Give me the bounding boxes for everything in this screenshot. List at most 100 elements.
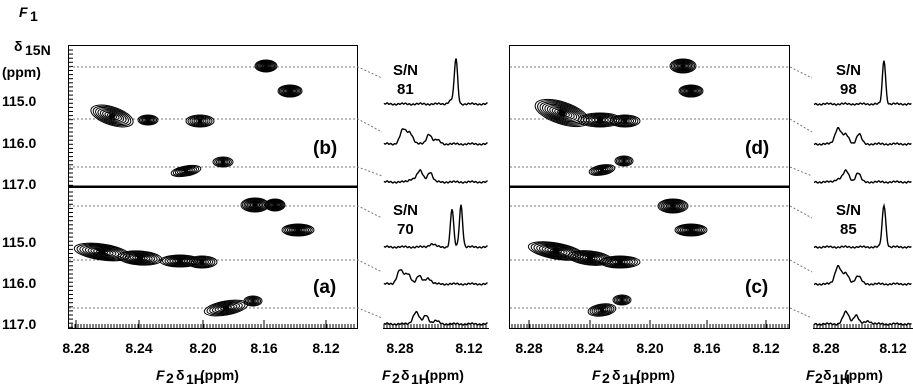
contour-peak bbox=[678, 84, 704, 98]
panel-label-d: (d) bbox=[745, 138, 769, 159]
svg-text:F: F bbox=[382, 367, 391, 383]
svg-text:F: F bbox=[156, 367, 165, 383]
contour-peak bbox=[587, 303, 617, 317]
contour-peak bbox=[281, 223, 315, 237]
contour-peaks bbox=[73, 58, 708, 317]
slice-tick-label: 8.28 bbox=[812, 340, 839, 356]
svg-text:δ: δ bbox=[401, 367, 410, 383]
contour-peak bbox=[117, 250, 163, 266]
contour-peak bbox=[90, 104, 134, 128]
contour-peak bbox=[170, 164, 202, 178]
sn-value-b: 81 bbox=[397, 81, 414, 98]
slice-trace bbox=[813, 60, 912, 106]
contour-peak bbox=[185, 114, 215, 128]
svg-text:8.20: 8.20 bbox=[636, 340, 663, 356]
svg-text:(ppm): (ppm) bbox=[425, 367, 464, 383]
contour-peak bbox=[669, 58, 697, 74]
contour-peak bbox=[614, 155, 634, 167]
f1-tick-label: 116.0 bbox=[2, 135, 36, 151]
contour-peak bbox=[243, 295, 263, 307]
contour-peak bbox=[212, 156, 234, 168]
sn-title-a: S/N bbox=[393, 202, 418, 219]
slice-trace bbox=[813, 168, 912, 184]
contour-peak bbox=[612, 294, 632, 306]
slice-traces bbox=[383, 58, 912, 326]
slice-axis-ticks bbox=[383, 324, 911, 328]
slice-tick-label: 8.12 bbox=[455, 340, 482, 356]
f1-tick-label: 115.0 bbox=[2, 234, 36, 250]
slice-trace bbox=[383, 169, 488, 184]
svg-text:2: 2 bbox=[392, 370, 400, 386]
sn-value-d: 98 bbox=[840, 81, 857, 98]
contour-peak bbox=[599, 255, 641, 269]
svg-text:2: 2 bbox=[815, 370, 823, 386]
slice-guide-lines bbox=[69, 66, 813, 319]
svg-text:(ppm): (ppm) bbox=[200, 367, 239, 383]
contour-peak bbox=[159, 254, 201, 268]
slice-tick-label: 8.28 bbox=[386, 340, 413, 356]
contour-peak bbox=[277, 84, 303, 98]
svg-text:F: F bbox=[592, 367, 601, 383]
svg-text:8.28: 8.28 bbox=[515, 340, 542, 356]
f1-axis-title: F 1 δ 15N (ppm) bbox=[2, 4, 51, 80]
f2-axis-ticks bbox=[71, 320, 789, 328]
svg-text:8.24: 8.24 bbox=[576, 340, 603, 356]
svg-text:1H: 1H bbox=[832, 371, 850, 387]
slice-trace bbox=[813, 127, 912, 146]
contour-peak bbox=[657, 198, 689, 214]
f2-axis-title-slice-right: F 2 δ 1H (ppm) bbox=[806, 367, 883, 387]
slice-trace bbox=[383, 204, 488, 249]
contour-peak bbox=[588, 164, 616, 176]
svg-text:(ppm): (ppm) bbox=[2, 64, 41, 80]
sn-value-c: 85 bbox=[840, 221, 857, 238]
slice-trace bbox=[383, 128, 488, 146]
slice-trace bbox=[383, 269, 488, 286]
contour-peak bbox=[186, 255, 218, 269]
contour-peak bbox=[609, 114, 641, 128]
svg-text:1H: 1H bbox=[186, 371, 204, 387]
svg-text:δ: δ bbox=[176, 367, 185, 383]
f1-axis-ticks bbox=[69, 49, 73, 328]
slice-trace bbox=[383, 310, 488, 326]
f2-tick-labels-left: 8.28 8.24 8.20 8.16 8.12 bbox=[62, 340, 339, 356]
slice-trace bbox=[813, 310, 912, 326]
slice-trace bbox=[813, 265, 912, 286]
f1-tick-label: 117.0 bbox=[2, 316, 36, 332]
svg-text:(ppm): (ppm) bbox=[844, 367, 883, 383]
f2-axis-title-slice-left: F 2 δ 1H (ppm) bbox=[382, 367, 464, 387]
svg-text:8.12: 8.12 bbox=[752, 340, 779, 356]
panel-label-a: (a) bbox=[313, 277, 336, 298]
svg-text:1H: 1H bbox=[622, 371, 640, 387]
contour-peak bbox=[674, 223, 708, 237]
svg-text:2: 2 bbox=[166, 370, 174, 386]
f1-tick-label: 115.0 bbox=[2, 93, 36, 109]
svg-text:8.16: 8.16 bbox=[693, 340, 720, 356]
svg-text:δ: δ bbox=[14, 38, 23, 54]
f1-tick-label: 117.0 bbox=[2, 176, 36, 192]
svg-text:2: 2 bbox=[602, 370, 610, 386]
svg-text:F: F bbox=[806, 367, 815, 383]
slice-trace bbox=[813, 202, 912, 249]
svg-text:8.20: 8.20 bbox=[189, 340, 216, 356]
panel-label-b: (b) bbox=[313, 138, 337, 159]
svg-text:1: 1 bbox=[30, 8, 38, 24]
contour-peak bbox=[534, 98, 590, 128]
svg-text:(ppm): (ppm) bbox=[636, 367, 675, 383]
svg-text:8.12: 8.12 bbox=[312, 340, 339, 356]
svg-text:8.24: 8.24 bbox=[125, 340, 152, 356]
slice-trace bbox=[383, 58, 488, 106]
sn-value-a: 70 bbox=[397, 221, 414, 238]
sn-title-d: S/N bbox=[836, 62, 861, 79]
svg-text:δ: δ bbox=[612, 367, 621, 383]
contour-peak bbox=[264, 198, 286, 212]
svg-text:8.16: 8.16 bbox=[250, 340, 277, 356]
contour-peak bbox=[254, 59, 278, 73]
panel-label-c: (c) bbox=[745, 277, 768, 298]
contour-peak bbox=[137, 114, 159, 126]
sn-title-b: S/N bbox=[393, 62, 418, 79]
svg-text:F: F bbox=[19, 4, 28, 20]
svg-text:8.28: 8.28 bbox=[62, 340, 89, 356]
f2-axis-title-right: F 2 δ 1H (ppm) bbox=[592, 367, 675, 387]
f1-tick-label: 116.0 bbox=[2, 275, 36, 291]
